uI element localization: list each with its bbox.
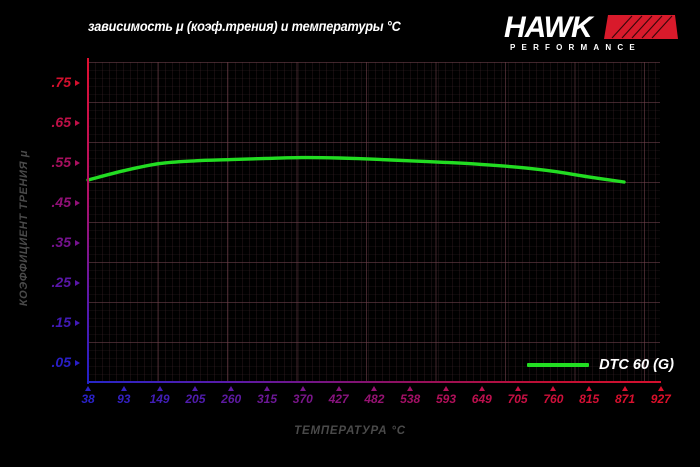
x-tick-label: 705 [507, 392, 528, 406]
x-tick-arrow-icon [657, 386, 664, 391]
x-tick-16: 927 [636, 386, 686, 406]
x-tick-13: 760 [528, 386, 578, 406]
x-tick-10: 593 [421, 386, 471, 406]
y-tick-6: .15 [0, 314, 80, 330]
y-axis-line [87, 58, 89, 384]
x-tick-arrow-icon [586, 386, 593, 391]
y-tick-label: .45 [51, 194, 71, 210]
x-tick-label: 815 [579, 392, 600, 406]
x-tick-arrow-icon [299, 386, 306, 391]
y-tick-label: .65 [51, 114, 71, 130]
x-tick-label: 649 [471, 392, 492, 406]
x-tick-arrow-icon [85, 386, 91, 391]
x-tick-14: 815 [564, 386, 614, 406]
x-tick-12: 705 [493, 386, 543, 406]
y-tick-label: .75 [51, 74, 71, 90]
y-tick-arrow-icon [75, 200, 80, 207]
x-tick-label: 149 [149, 392, 170, 406]
y-tick-arrow-icon [75, 280, 80, 287]
y-tick-arrow-icon [75, 120, 80, 127]
y-tick-label: .35 [51, 234, 71, 250]
x-tick-label: 38 [81, 392, 95, 406]
x-tick-label: 482 [364, 392, 385, 406]
x-tick-arrow-icon [514, 386, 521, 391]
y-tick-4: .35 [0, 234, 80, 250]
legend-swatch-dtc60 [527, 363, 590, 367]
x-tick-arrow-icon [371, 386, 378, 391]
x-tick-label: 205 [185, 392, 206, 406]
x-tick-label: 93 [117, 392, 131, 406]
x-tick-label: 927 [650, 392, 671, 406]
x-tick-label: 760 [543, 392, 564, 406]
y-axis-title: КОЭФФИЦИЕНТ ТРЕНИЯ μ [18, 149, 30, 307]
x-tick-7: 427 [314, 386, 364, 406]
y-tick-arrow-icon [75, 360, 80, 367]
y-tick-3: .45 [0, 194, 80, 210]
x-tick-arrow-icon [622, 386, 628, 391]
svg-text:HAWK: HAWK [504, 11, 595, 44]
x-tick-label: 593 [435, 392, 457, 406]
x-tick-11: 649 [457, 386, 507, 406]
y-axis-ticks: .75 .65 .55 .45 .35 .25 .15 .05 [0, 0, 88, 467]
x-tick-arrow-icon [478, 386, 485, 391]
x-axis-ticks: 38 93 149 205 260 315 370 427 [0, 386, 700, 416]
y-tick-5: .25 [0, 274, 80, 290]
x-tick-arrow-icon [120, 386, 127, 391]
x-tick-5: 315 [242, 386, 292, 406]
x-tick-0: 38 [63, 386, 113, 406]
x-tick-9: 538 [385, 386, 435, 406]
x-tick-arrow-icon [550, 386, 557, 391]
x-tick-label: 427 [328, 392, 349, 406]
legend-label-dtc60: DTC 60 (G) [599, 357, 674, 373]
page-title: зависимость μ (коэф.трения) и температур… [88, 19, 401, 34]
x-tick-label: 370 [292, 392, 313, 406]
y-tick-label: .55 [51, 154, 71, 170]
hawk-performance-logo: HAWK PERFORMANCE [500, 9, 680, 55]
x-tick-15: 871 [600, 386, 650, 406]
x-tick-arrow-icon [192, 386, 199, 391]
x-tick-label: 871 [614, 392, 636, 406]
x-tick-label: 538 [400, 392, 421, 406]
y-tick-label: .15 [51, 314, 71, 330]
x-tick-arrow-icon [335, 386, 342, 391]
x-tick-label: 315 [256, 392, 278, 406]
x-tick-6: 370 [278, 386, 328, 406]
chart-legend: DTC 60 (G) [527, 357, 674, 373]
y-tick-arrow-icon [75, 240, 80, 247]
x-tick-label: 260 [221, 392, 242, 406]
series-dtc60-line [86, 155, 626, 184]
x-tick-8: 482 [349, 386, 399, 406]
logo-icon: HAWK PERFORMANCE [504, 11, 678, 52]
x-axis-line [87, 381, 661, 383]
y-tick-0: .75 [0, 74, 80, 90]
y-tick-arrow-icon [75, 80, 80, 87]
y-tick-7: .05 [0, 354, 80, 370]
y-tick-arrow-icon [75, 160, 80, 167]
y-tick-label: .25 [51, 274, 71, 290]
plot-area [86, 62, 660, 382]
x-tick-arrow-icon [407, 386, 414, 391]
series-path [86, 155, 626, 184]
svg-text:PERFORMANCE: PERFORMANCE [510, 43, 641, 52]
x-tick-1: 93 [99, 386, 149, 406]
x-tick-2: 149 [135, 386, 185, 406]
x-tick-arrow-icon [228, 386, 235, 391]
x-tick-arrow-icon [443, 386, 449, 391]
y-tick-1: .65 [0, 114, 80, 130]
y-tick-arrow-icon [75, 320, 80, 327]
x-tick-arrow-icon [156, 386, 163, 391]
x-tick-arrow-icon [264, 386, 270, 391]
x-axis-title: ТЕМПЕРАТУРА °C [294, 425, 406, 437]
x-tick-4: 260 [206, 386, 256, 406]
x-tick-3: 205 [170, 386, 220, 406]
y-tick-label: .05 [51, 354, 71, 370]
y-tick-2: .55 [0, 154, 80, 170]
